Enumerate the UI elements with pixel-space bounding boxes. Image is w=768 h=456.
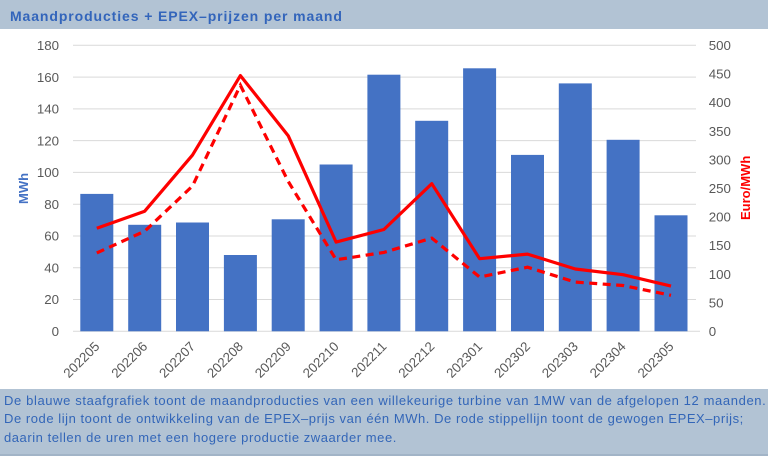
svg-text:202210: 202210	[300, 339, 342, 381]
svg-text:400: 400	[709, 95, 731, 110]
svg-text:140: 140	[37, 102, 59, 117]
svg-text:202303: 202303	[539, 339, 581, 381]
svg-text:50: 50	[709, 295, 724, 310]
svg-text:202305: 202305	[635, 339, 677, 381]
svg-text:450: 450	[709, 67, 731, 82]
svg-text:202211: 202211	[348, 339, 389, 380]
svg-text:Euro/MWh: Euro/MWh	[738, 156, 753, 220]
svg-text:202206: 202206	[108, 339, 150, 381]
svg-text:0: 0	[52, 324, 59, 339]
svg-text:300: 300	[709, 152, 731, 167]
svg-text:100: 100	[709, 267, 731, 282]
svg-text:160: 160	[37, 70, 59, 85]
svg-text:202208: 202208	[204, 339, 246, 381]
svg-text:0: 0	[709, 324, 716, 339]
svg-text:202205: 202205	[60, 339, 102, 381]
svg-text:202207: 202207	[156, 339, 198, 381]
svg-text:202209: 202209	[252, 339, 294, 381]
svg-text:180: 180	[37, 38, 59, 53]
svg-text:250: 250	[709, 181, 731, 196]
svg-text:202301: 202301	[443, 339, 485, 381]
svg-text:MWh: MWh	[16, 173, 31, 204]
svg-text:60: 60	[44, 229, 59, 244]
svg-text:120: 120	[37, 133, 59, 148]
svg-text:500: 500	[709, 38, 731, 53]
svg-text:202212: 202212	[395, 339, 437, 381]
svg-text:202304: 202304	[587, 339, 629, 381]
svg-text:202302: 202302	[491, 339, 533, 381]
svg-text:40: 40	[44, 260, 59, 275]
svg-text:200: 200	[709, 210, 731, 225]
svg-text:100: 100	[37, 165, 59, 180]
svg-text:150: 150	[709, 238, 731, 253]
svg-text:80: 80	[44, 197, 59, 212]
svg-text:20: 20	[44, 292, 59, 307]
svg-text:350: 350	[709, 124, 731, 139]
